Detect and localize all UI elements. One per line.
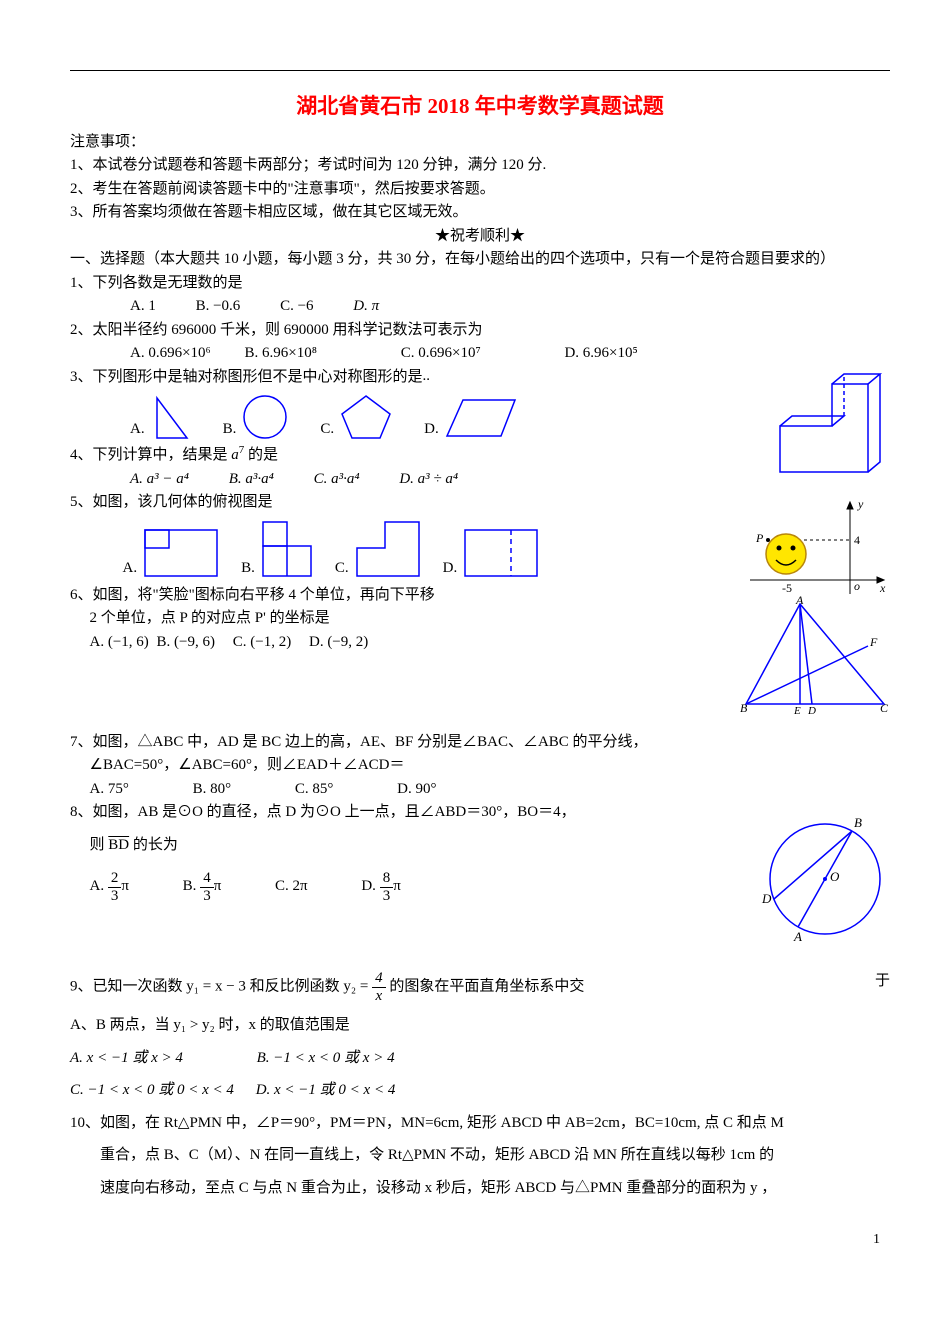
q9-a: A. x < −1 或 x > 4 xyxy=(70,1050,183,1066)
q2-c: C. 0.696×10⁷ xyxy=(401,342,481,365)
topview-c-icon xyxy=(353,518,423,580)
notice-1: 1、本试卷分试题卷和答题卡两部分；考试时间为 120 分钟，满分 120 分. xyxy=(70,154,890,177)
q8-b: B. 43π xyxy=(183,878,225,894)
svg-text:B: B xyxy=(740,701,748,715)
q3-b: B. xyxy=(223,392,291,440)
q7-stem-2: ∠BAC=50°，∠ABC=60°，则∠EAD＋∠ACD＝ xyxy=(70,754,890,777)
solid-3d-icon xyxy=(760,362,890,482)
q9-b: B. −1 < x < 0 或 x > 4 xyxy=(257,1050,395,1066)
q9-c: C. −1 < x < 0 或 0 < x < 4 xyxy=(70,1082,234,1098)
q2-a: A. 0.696×10⁶ xyxy=(130,342,211,365)
section-1-heading: 一、选择题（本大题共 10 小题，每小题 3 分，共 30 分，在每小题给出的四… xyxy=(70,248,890,271)
q1-b: B. −0.6 xyxy=(196,295,241,318)
q7-c: C. 85° xyxy=(295,781,334,797)
q6-b: B. (−9, 6) xyxy=(157,634,215,650)
q7-options: A. 75° B. 80° C. 85° D. 90° xyxy=(70,778,890,801)
page-number: 1 xyxy=(70,1229,890,1250)
q5-solid-figure xyxy=(760,362,890,482)
svg-text:E: E xyxy=(793,705,801,716)
triangle-icon xyxy=(149,392,193,440)
svg-text:C: C xyxy=(880,701,889,715)
q2-stem: 2、太阳半径约 696000 千米，则 690000 用科学记数法可表示为 xyxy=(70,319,890,342)
q5-a: A. xyxy=(123,524,222,580)
origin-label: o xyxy=(854,579,860,593)
q7-a: A. 75° xyxy=(90,781,129,797)
svg-text:F: F xyxy=(869,635,878,649)
topview-a-icon xyxy=(141,524,221,580)
q7-figure: y x o 4 -5 P A B xyxy=(740,494,890,716)
q5-b: B. xyxy=(241,518,315,580)
notice-2: 2、考生在答题前阅读答题卡中的"注意事项"，然后按要求答题。 xyxy=(70,178,890,201)
q1-c: C. −6 xyxy=(280,295,313,318)
q6-a: A. (−1, 6) xyxy=(90,634,149,650)
q4-d: D. a³ ÷ a⁴ xyxy=(399,468,458,491)
q3-d: D. xyxy=(424,396,519,440)
circle-icon xyxy=(240,392,290,440)
smiley-coord-figure: y x o 4 -5 P xyxy=(740,494,890,604)
q9-d: D. x < −1 或 0 < x < 4 xyxy=(256,1082,396,1098)
q2-d: D. 6.96×10⁵ xyxy=(564,342,637,365)
svg-text:B: B xyxy=(854,815,862,830)
q9-stem-2: A、B 两点，当 y₁ > y₂ 时，x 的取值范围是 xyxy=(70,1014,890,1037)
svg-text:O: O xyxy=(830,869,840,884)
q3-a: A. xyxy=(130,392,193,440)
notice-heading: 注意事项： xyxy=(70,131,890,154)
q6-c: C. (−1, 2) xyxy=(233,634,291,650)
svg-text:A: A xyxy=(793,929,802,944)
py-label: 4 xyxy=(854,533,860,547)
q3-options: A. B. C. D. xyxy=(70,392,750,440)
svg-text:D: D xyxy=(761,891,772,906)
q8-a: A. 23π xyxy=(90,878,133,894)
q3-c: C. xyxy=(320,392,394,440)
q1-d: D. π xyxy=(353,295,379,318)
q2-b: B. 6.96×10⁸ xyxy=(245,342,317,365)
xlabel: x xyxy=(879,581,886,595)
q4-a: A. a³ − a⁴ xyxy=(130,468,189,491)
q10-1: 10、如图，在 Rt△PMN 中，∠P＝90°，PM＝PN，MN=6cm, 矩形… xyxy=(70,1112,890,1135)
triangle-abc-figure: A B C D E F xyxy=(740,596,890,716)
q5-d: D. xyxy=(443,524,542,580)
q10-2: 重合，点 B、C（M）、N 在同一直线上，令 Rt△PMN 不动，矩形 ABCD… xyxy=(70,1144,890,1167)
ylabel: y xyxy=(857,497,864,511)
circle-o-figure: B A D O xyxy=(760,801,890,961)
smiley-icon xyxy=(766,534,806,574)
q6-d: D. (−9, 2) xyxy=(309,634,368,650)
q1-a: A. 1 xyxy=(130,295,156,318)
q7-stem-1: 7、如图，△ABC 中，AD 是 BC 边上的高，AE、BF 分别是∠BAC、∠… xyxy=(70,731,890,754)
q8-c: C. 2π xyxy=(275,878,308,894)
q4-b: B. a³·a⁴ xyxy=(229,468,274,491)
topview-b-icon xyxy=(259,518,315,580)
q10-3: 速度向右移动，至点 C 与点 N 重合为止，设移动 x 秒后，矩形 ABCD 与… xyxy=(70,1177,890,1200)
header-rule xyxy=(70,70,890,71)
q7-b: B. 80° xyxy=(193,781,232,797)
q5-c: C. xyxy=(335,518,423,580)
q1-stem: 1、下列各数是无理数的是 xyxy=(70,272,890,295)
q8-figure: B A D O xyxy=(760,801,890,961)
q7-d: D. 90° xyxy=(397,781,436,797)
q9-row2: C. −1 < x < 0 或 0 < x < 4 D. x < −1 或 0 … xyxy=(70,1079,890,1102)
svg-text:D: D xyxy=(807,705,816,716)
pentagon-icon xyxy=(338,392,394,440)
q1-options: A. 1 B. −0.6 C. −6 D. π xyxy=(70,295,890,318)
px-label: -5 xyxy=(782,581,792,595)
svg-text:A: A xyxy=(795,596,804,607)
q4-c: C. a³·a⁴ xyxy=(314,468,360,491)
topview-d-icon xyxy=(461,524,541,580)
trapezoid-icon xyxy=(443,396,519,440)
good-luck: ★祝考顺利★ xyxy=(70,225,890,248)
p-label: P xyxy=(755,531,764,545)
q9-row1: A. x < −1 或 x > 4 B. −1 < x < 0 或 x > 4 xyxy=(70,1047,890,1070)
q8-d: D. 83π xyxy=(361,878,400,894)
notice-3: 3、所有答案均须做在答题卡相应区域，做在其它区域无效。 xyxy=(70,201,890,224)
page-title: 湖北省黄石市 2018 年中考数学真题试题 xyxy=(70,91,890,123)
q9-stem-1: 9、已知一次函数 y₁ = x − 3 和反比例函数 y₂ = 4x 的图象在平… xyxy=(70,970,890,1004)
